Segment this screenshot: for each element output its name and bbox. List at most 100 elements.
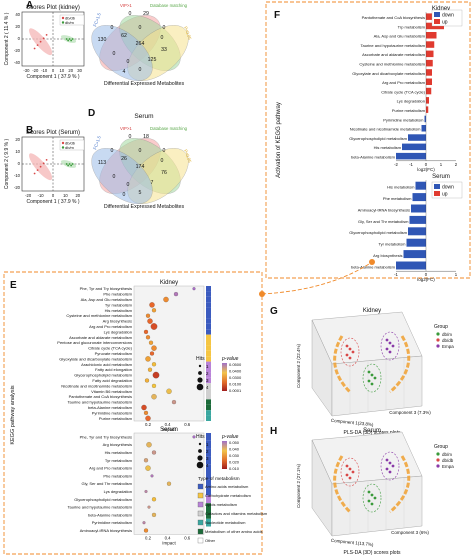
panel-a-xlabel: Component 1 ( 37.9 % ) — [26, 74, 79, 80]
panel-f-serum-xtick: 1 — [455, 272, 458, 277]
panel-f-kidney-xtick: -2 — [394, 162, 398, 167]
panel-e-kidney-type-cell — [206, 388, 211, 394]
panel-f-kidney-pathway-label: Taurine and hypotaurine metabolism — [361, 43, 426, 48]
panel-e-kidney-pathway-label: Tyr metabolism — [105, 302, 133, 307]
panel-h-legend-mark — [436, 464, 440, 468]
panel-d-set-label: FC>1.5 — [92, 135, 102, 151]
panel-e-kidney-type-cell — [206, 307, 211, 313]
panel-f-kidney-bar — [426, 50, 434, 58]
panel-e-serum-legend-hits-label: 3 — [206, 456, 209, 461]
panel-e-kidney-pathway-label: Phe, Tyr and Try biosynthesis — [80, 286, 132, 291]
panel-c-count: 0 — [161, 35, 164, 41]
panel-b-legend-box — [59, 139, 85, 151]
panel-b-dbdb-point — [39, 165, 42, 168]
panel-e-kidney-legend-hits-mark — [196, 383, 204, 391]
panel-b-legend-dbm: db/m — [65, 145, 75, 150]
panel-e-type-legend-label: Nucleotide metabolism — [205, 520, 246, 525]
panel-d-count: 7 — [151, 180, 154, 186]
panel-e-kidney-legend-hits-label: 1 — [206, 364, 209, 369]
panel-e-serum-bubble — [144, 490, 148, 494]
panel-g-point — [391, 344, 395, 348]
panel-h-group-ellipse — [362, 483, 382, 513]
panel-e-serum-bubble — [151, 497, 157, 502]
panel-a-ytick: -20 — [14, 48, 21, 53]
panel-f-serum-bar — [415, 181, 426, 190]
panel-e-serum-pathway-label: Pyrimidine metabolism — [92, 520, 133, 525]
panel-h-point — [385, 458, 389, 462]
panel-e-kidney-type-cell — [206, 350, 211, 357]
panel-e-type-legend-swatch — [197, 510, 204, 517]
panel-e-kidney-bubble — [143, 410, 149, 415]
panel-c-count: 29 — [143, 11, 149, 17]
panel-h-axis3-label: Component 3 (6%) — [391, 530, 429, 535]
panel-h-group-ellipse — [380, 451, 400, 481]
panel-e-kidney-legend-hits-label: 2 — [206, 371, 209, 376]
panel-b-dbm-point — [68, 163, 71, 165]
panel-a-xtick: -30 — [23, 68, 30, 73]
panel-e-kidney-type-cell — [206, 404, 211, 411]
panel-h-axis2-label: Component 2 (27.1%) — [296, 463, 301, 508]
panel-f-serum-xtick: 0 — [425, 272, 428, 277]
panel-e-kidney-bubble — [149, 302, 155, 308]
panel-h-point — [370, 502, 374, 506]
panel-b-ylabel: Component 2 ( 9.9 % ) — [4, 139, 10, 190]
panel-e-kidney-pathway-label: Vitamin B6 metabolism — [91, 389, 133, 394]
panel-e-kidney-bubble — [192, 287, 196, 291]
panel-h-point — [351, 470, 355, 474]
panel-g-point — [345, 353, 349, 357]
panel-e-kidney-pathway-label: Arg and Pro metabolism — [89, 324, 133, 329]
panel-e-serum-pathway-label: beta-Alanine metabolism — [88, 512, 133, 517]
panel-e-serum-legend-p-title: p-value — [221, 434, 239, 440]
panel-e-kidney-legend-hits-mark — [197, 377, 203, 383]
panel-f-kidney-bar — [426, 31, 437, 39]
panel-e-serum-type-cell — [206, 464, 211, 472]
panel-e-kidney-type-cell — [206, 345, 211, 351]
panel-f-kidney-bar — [426, 97, 429, 104]
panel-d-set-ellipse — [91, 148, 153, 204]
panel-e-kidney-xtick: 0.6 — [184, 422, 191, 427]
panel-b-dbm-point — [70, 164, 73, 167]
panel-e-kidney-legend-p-tick: 0.0300 — [229, 375, 242, 380]
panel-e-kidney-bubble — [147, 367, 153, 372]
panel-d-count: 0 — [163, 148, 166, 154]
panel-e-kidney-type-cell — [206, 291, 211, 297]
panel-f-kidney-pathway-label: Arg and Pro metabolism — [382, 80, 426, 85]
panel-d-count: 0 — [111, 148, 114, 154]
panel-e-serum-bubble — [151, 512, 157, 518]
panel-e-kidney-pathway-label: Pyruvate metabolism — [95, 351, 133, 356]
panel-e-serum-pathway-label: Aminoacyl-tRNA biosynthesis — [80, 528, 132, 533]
panel-f-kidney-bar — [426, 69, 432, 76]
panel-c-set-ellipse — [91, 25, 153, 81]
panel-e-serum-type-cell — [206, 472, 211, 480]
panel-h-arrow — [333, 455, 352, 514]
panel-e-serum-type-cell — [206, 511, 211, 519]
panel-a-xtick: -10 — [41, 68, 48, 73]
panel-f-serum-pathway-label: Tyr metabolism — [378, 242, 406, 247]
panel-e-type-legend-label: Lipids metabolism — [205, 502, 238, 507]
panel-g-point — [367, 370, 371, 374]
panel-e-serum-bubble — [166, 481, 172, 486]
panel-f-serum-pathway-label: Phe metabolism — [383, 196, 412, 201]
panel-f-kidney-pathway-label: Pantothenate and CoA biosynthesis — [362, 15, 425, 20]
panel-e-kidney-type-cell — [206, 329, 211, 335]
panel-c-count: 0 — [139, 67, 142, 73]
panel-a-dbm-point — [65, 38, 68, 40]
panel-b-xtick: -10 — [38, 193, 45, 198]
panel-f-kidney-pathway-label: Glyoxylate and dicarboxylate metabolism — [352, 71, 425, 76]
panel-a-letter: A — [26, 0, 33, 11]
panel-f-kidney-pathway-label: Citrate cycle (TCA cycle) — [381, 89, 425, 94]
panel-e-kidney-type-cell — [206, 323, 211, 330]
panel-e-serum-legend-hits-mark — [198, 449, 202, 453]
panel-d-count: 0 — [127, 182, 130, 188]
panel-b-dbdb-point — [33, 172, 36, 175]
panel-b-letter: B — [26, 125, 33, 136]
panel-c-count: 33 — [161, 47, 167, 53]
panel-a-dbdb-point — [39, 40, 42, 43]
panel-a-xtick: 0 — [52, 68, 55, 73]
panel-e-serum-pathway-label: Phe metabolism — [103, 473, 132, 478]
panel-e-kidney-type-cell — [206, 302, 211, 308]
panel-e-kidney-type-cell — [206, 399, 211, 405]
panel-a-dbdb-point — [33, 47, 36, 50]
panel-f-kidney-bar — [421, 124, 426, 132]
panel-g-arrow — [389, 335, 411, 394]
